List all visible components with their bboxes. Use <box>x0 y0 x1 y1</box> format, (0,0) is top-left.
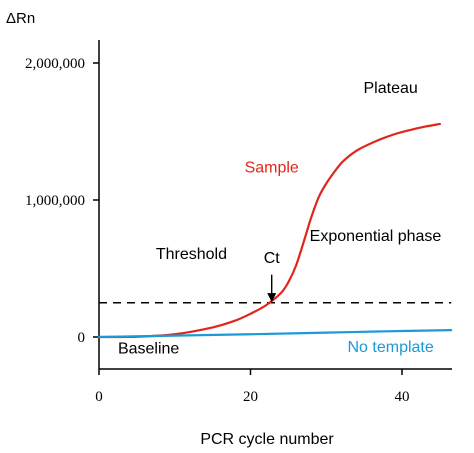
y-tick-label: 2,000,000 <box>25 56 85 72</box>
annotation-exponential: Exponential phase <box>310 228 442 245</box>
x-axis-label: PCR cycle number <box>200 431 334 448</box>
series-line-sample <box>97 122 441 339</box>
y-axis-label: ΔRn <box>6 10 35 27</box>
x-tick-label: 20 <box>243 389 258 405</box>
annotation-threshold: Threshold <box>156 246 227 263</box>
y-tick-label: 0 <box>78 330 86 346</box>
x-tick-label: 40 <box>395 389 410 405</box>
annotation-baseline: Baseline <box>118 340 179 357</box>
y-tick-label: 1,000,000 <box>25 193 85 209</box>
ct-arrow-head <box>267 293 277 303</box>
series-line-no-template <box>97 329 453 339</box>
annotation-plateau: Plateau <box>364 80 418 97</box>
annotation-sample: Sample <box>245 160 299 177</box>
annotation-no-template: No template <box>348 339 434 356</box>
annotation-ct: Ct <box>264 250 281 267</box>
x-tick-label: 0 <box>95 389 103 405</box>
